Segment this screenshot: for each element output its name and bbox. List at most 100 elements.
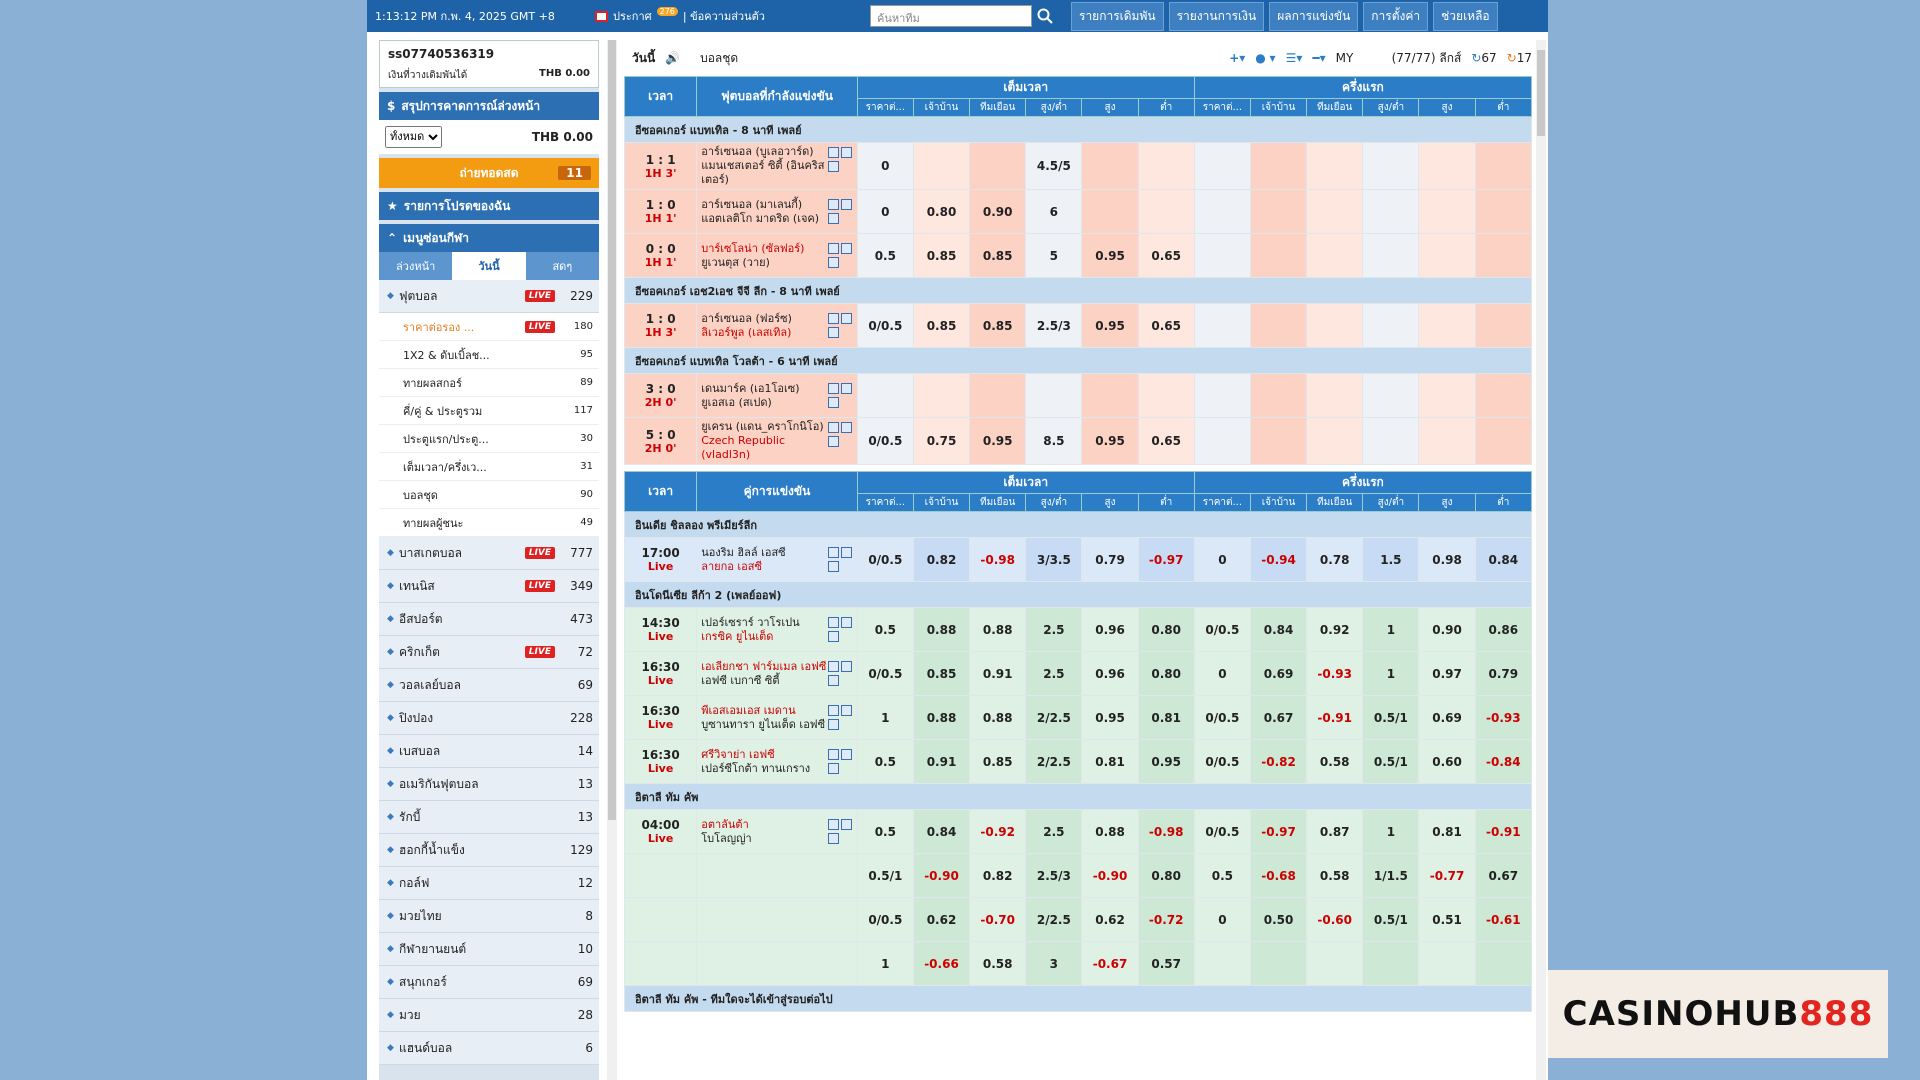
odds-cell[interactable]: 0	[856, 189, 914, 234]
odds-cell[interactable]: 0.82	[912, 537, 971, 582]
odds-cell[interactable]: 0.84	[1249, 607, 1308, 652]
tab-1[interactable]: วันนี้	[452, 252, 526, 280]
odds-cell[interactable]: -0.77	[1418, 853, 1476, 898]
dollar-icon[interactable]	[827, 631, 839, 642]
odds-cell[interactable]: -0.93	[1306, 651, 1364, 696]
summary-header[interactable]: $ สรุปการคาดการณ์ล่วงหน้า	[379, 92, 599, 120]
odds-cell[interactable]: 0.58	[1306, 853, 1364, 898]
odds-cell[interactable]: 1.5	[1362, 537, 1420, 582]
dollar-icon[interactable]	[827, 257, 839, 268]
search-input[interactable]: ค้นหาทีม	[870, 5, 1032, 27]
dollar-icon[interactable]	[827, 675, 839, 686]
league-row[interactable]: อิตาลี ทัม คัพ	[624, 783, 1532, 810]
odds-cell[interactable]: 2/2.5	[1025, 695, 1083, 740]
dollar-icon[interactable]	[827, 397, 839, 408]
odds-cell[interactable]: 0.67	[1474, 853, 1533, 898]
odds-cell[interactable]: -0.90	[1081, 853, 1139, 898]
odds-cell[interactable]: 0.80	[1137, 607, 1195, 652]
star-icon[interactable]	[840, 617, 852, 628]
top-button-3[interactable]: การตั้งค่า	[1363, 1, 1429, 31]
odds-cell[interactable]: 2.5/3	[1025, 303, 1083, 348]
sport-item[interactable]: ◆ มวยไทย 8	[379, 900, 599, 933]
sub-item[interactable]: 1X2 & ดับเบิ้ลช... 95	[379, 341, 599, 369]
odds-cell[interactable]: 0.65	[1137, 233, 1195, 278]
odds-cell[interactable]: 0.79	[1081, 537, 1139, 582]
odds-cell[interactable]: -0.98	[969, 537, 1027, 582]
odds-cell[interactable]: -0.72	[1137, 897, 1195, 942]
star-icon[interactable]	[840, 421, 852, 433]
odds-cell[interactable]: 0.80	[1137, 853, 1195, 898]
league-row[interactable]: อีซอคเกอร์ แบทเทิล โวลต้า - 6 นาที เพลย์	[624, 347, 1532, 374]
odds-cell[interactable]: 0.5	[856, 809, 914, 854]
notice[interactable]: ประกาศ 276 | ข้อความส่วนตัว	[595, 7, 870, 25]
odds-cell[interactable]: 1	[1362, 809, 1420, 854]
search-icon[interactable]	[1032, 4, 1058, 28]
odds-cell[interactable]: 4.5/5	[1025, 142, 1083, 190]
sport-item[interactable]: ◆ วอลเลย์บอล 69	[379, 669, 599, 702]
odds-type-select[interactable]: MY	[1335, 51, 1354, 65]
stats-icon[interactable]	[827, 383, 839, 394]
stats-icon[interactable]	[827, 617, 839, 628]
odds-cell[interactable]: 0.57	[1137, 941, 1195, 986]
private-message-link[interactable]: | ข้อความส่วนตัว	[682, 10, 765, 23]
view-icon[interactable]: ━▾	[1312, 51, 1326, 65]
sub-item[interactable]: คี่/คู่ & ประตูรวม 117	[379, 397, 599, 425]
refresh-count-2[interactable]: ↻17	[1506, 51, 1532, 65]
odds-cell[interactable]: 0.80	[1137, 651, 1195, 696]
top-button-0[interactable]: รายการเดิมพัน	[1071, 1, 1164, 31]
odds-cell[interactable]: 0	[856, 142, 914, 190]
odds-cell[interactable]: 0.95	[1137, 739, 1195, 784]
sub-item[interactable]: ประตูแรก/ประตู... 30	[379, 425, 599, 453]
odds-cell[interactable]: 0/0.5	[1193, 739, 1251, 784]
favorites-button[interactable]: ★ รายการโปรดของฉัน	[379, 192, 599, 220]
star-icon[interactable]	[840, 313, 852, 324]
odds-cell[interactable]: 0.88	[1081, 809, 1139, 854]
sort-icon[interactable]: ☰▾	[1285, 51, 1303, 65]
odds-cell[interactable]: 1	[1362, 607, 1420, 652]
sport-item[interactable]: ◆ อีสปอร์ต 473	[379, 603, 599, 636]
league-count[interactable]: (77/77) ลีกส์	[1391, 50, 1462, 65]
top-button-1[interactable]: รายงานการเงิน	[1168, 1, 1265, 31]
odds-cell[interactable]: 0.81	[1137, 695, 1195, 740]
refresh-count-1[interactable]: ↻67	[1471, 51, 1497, 65]
odds-cell[interactable]: 0.5	[1193, 853, 1251, 898]
odds-cell[interactable]: 0.88	[912, 695, 971, 740]
stats-icon[interactable]	[827, 421, 839, 433]
stats-icon[interactable]	[827, 199, 839, 210]
star-icon[interactable]	[840, 243, 852, 254]
odds-cell[interactable]: 0	[1193, 537, 1251, 582]
star-icon[interactable]	[840, 199, 852, 210]
sport-item[interactable]: ◆ มวย 28	[379, 999, 599, 1032]
odds-cell[interactable]: 2/2.5	[1025, 897, 1083, 942]
sport-item[interactable]: ◆ บาสเกตบอล LIVE 777	[379, 537, 599, 570]
star-icon[interactable]	[840, 383, 852, 394]
stats-icon[interactable]	[827, 313, 839, 324]
odds-cell[interactable]: -0.82	[1249, 739, 1308, 784]
odds-cell[interactable]: 0.88	[912, 607, 971, 652]
sub-item[interactable]: ทายผลผู้ชนะ 49	[379, 509, 599, 537]
main-scrollbar[interactable]	[1536, 40, 1546, 1080]
dollar-icon[interactable]	[827, 561, 839, 572]
dollar-icon[interactable]	[827, 213, 839, 224]
odds-cell[interactable]: 2.5	[1025, 607, 1083, 652]
odds-cell[interactable]: 0.90	[969, 189, 1027, 234]
odds-cell[interactable]: 0/0.5	[1193, 809, 1251, 854]
odds-cell[interactable]: 2.5	[1025, 809, 1083, 854]
odds-cell[interactable]: 1	[1362, 651, 1420, 696]
odds-cell[interactable]: 0.65	[1137, 417, 1195, 465]
odds-cell[interactable]: 1	[856, 941, 914, 986]
odds-cell[interactable]: 0.96	[1081, 607, 1139, 652]
odds-cell[interactable]: 0.85	[969, 233, 1027, 278]
dollar-icon[interactable]	[827, 160, 839, 172]
odds-cell[interactable]: 0.5	[856, 607, 914, 652]
star-icon[interactable]	[840, 146, 852, 158]
top-button-2[interactable]: ผลการแข่งขัน	[1269, 1, 1359, 31]
sport-item[interactable]: ◆ คริกเก็ต LIVE 72	[379, 636, 599, 669]
league-row[interactable]: อีซอคเกอร์ เอช2เอช จีจี ลีก - 8 นาที เพล…	[624, 277, 1532, 304]
odds-cell[interactable]: 0.95	[1081, 233, 1139, 278]
odds-cell[interactable]: -0.97	[1249, 809, 1308, 854]
odds-cell[interactable]: 0.5/1	[1362, 739, 1420, 784]
odds-cell[interactable]: -0.68	[1249, 853, 1308, 898]
odds-cell[interactable]: 0.67	[1249, 695, 1308, 740]
odds-cell[interactable]: 0.81	[1081, 739, 1139, 784]
